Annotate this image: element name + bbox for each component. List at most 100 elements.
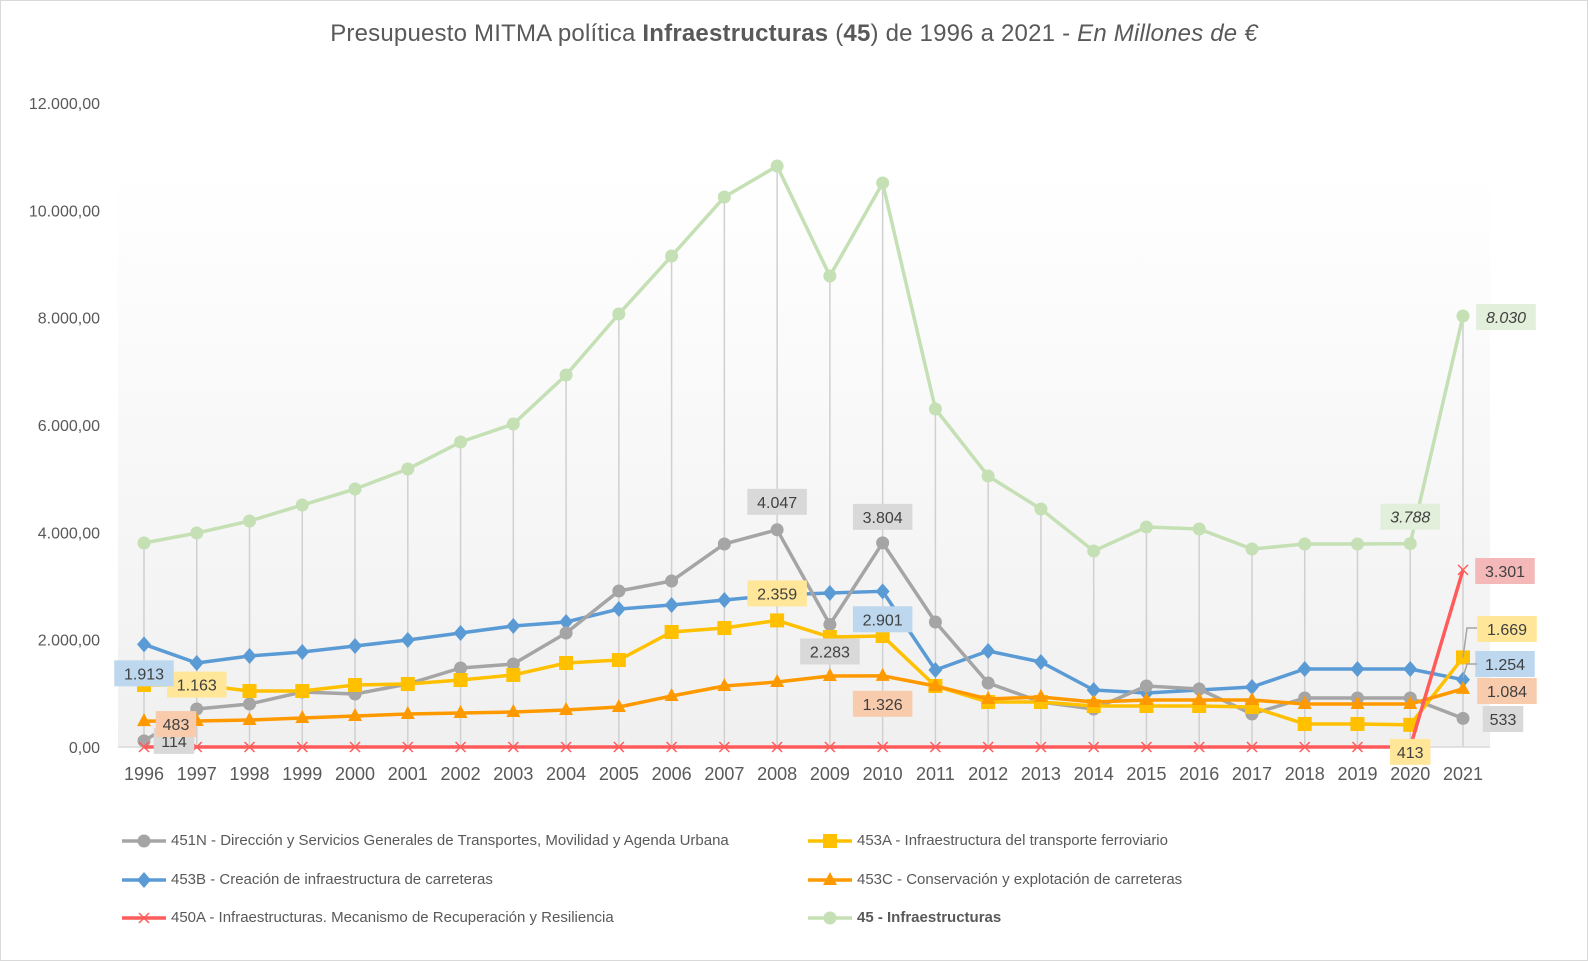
x-tick-label: 2003 (493, 764, 533, 784)
series-line (143, 618, 1465, 727)
data-label-text: 1.254 (1485, 657, 1525, 674)
data-point (1297, 696, 1312, 710)
data-label-text: 2.283 (810, 644, 850, 661)
data-label: 8.030 (1476, 304, 1536, 330)
y-tick-label: 0,00 (69, 740, 100, 757)
data-point (664, 688, 679, 702)
data-point (348, 482, 362, 496)
data-point (506, 667, 521, 682)
data-point (137, 713, 151, 727)
marker-x-stroke (718, 741, 730, 753)
data-point (718, 741, 730, 753)
marker-x-stroke (1246, 741, 1258, 753)
data-label-text: 1.913 (124, 666, 164, 683)
data-point (1456, 711, 1470, 725)
data-point (981, 469, 995, 483)
data-point (1403, 537, 1417, 551)
data-point (242, 712, 257, 726)
x-tick-label: 2016 (1179, 764, 1219, 784)
marker-x-stroke (877, 741, 889, 753)
data-label-text: 413 (1397, 745, 1424, 762)
y-tick-label: 2.000,00 (38, 633, 100, 650)
title-text: ( (828, 20, 844, 47)
data-point (296, 741, 308, 753)
data-point (1193, 741, 1205, 753)
x-tick-label: 2005 (599, 764, 639, 784)
y-tick-label: 4.000,00 (38, 525, 100, 542)
marker-x-stroke (1035, 741, 1047, 753)
title-text: ) de 1996 a 2021 - (870, 20, 1078, 47)
data-point (1192, 522, 1206, 536)
data-point (1139, 679, 1153, 693)
data-point (400, 631, 415, 648)
data-point (717, 190, 731, 204)
data-point (1456, 309, 1470, 323)
data-point (717, 621, 732, 636)
data-point (1298, 537, 1312, 551)
data-point (242, 647, 257, 664)
data-point (506, 617, 521, 634)
marker-x-stroke (824, 741, 836, 753)
data-point (243, 697, 257, 711)
data-point (928, 402, 942, 416)
data-point (560, 741, 572, 753)
data-point (665, 249, 679, 263)
data-point (1351, 741, 1364, 753)
data-point (1244, 691, 1259, 705)
data-point (1033, 653, 1048, 670)
data-point (1244, 679, 1259, 696)
data-point (559, 368, 573, 382)
series-line (143, 164, 1465, 553)
data-point (929, 741, 941, 753)
data-label-text: 1.669 (1487, 622, 1527, 639)
legend-label: 453C - Conservación y explotación de car… (857, 871, 1183, 888)
data-point (822, 585, 837, 602)
data-point (242, 684, 257, 699)
data-point (1350, 661, 1365, 678)
x-tick-label: 2002 (441, 764, 481, 784)
legend-marker-icon (122, 834, 166, 847)
legend-marker-icon (808, 833, 852, 848)
marker-x-stroke (243, 741, 256, 753)
x-tick-label: 2011 (916, 764, 955, 784)
data-label: 1.326 (852, 690, 913, 717)
data-point (453, 673, 468, 688)
data-point (770, 523, 784, 537)
x-tick-label: 2014 (1074, 764, 1114, 784)
data-point (771, 741, 783, 753)
data-point (295, 684, 310, 699)
data-label: 2.359 (747, 580, 807, 607)
data-point (295, 498, 309, 512)
data-point (981, 642, 996, 659)
data-point (876, 176, 890, 190)
data-label-background (1476, 304, 1536, 330)
x-tick-label: 2021 (1443, 764, 1483, 784)
data-point (1457, 564, 1469, 576)
data-point (348, 707, 363, 721)
data-label-background (1475, 651, 1535, 677)
data-point (666, 741, 678, 753)
data-label-text: 3.301 (1485, 564, 1525, 581)
data-point (400, 676, 415, 691)
data-label: 533 (1482, 706, 1524, 732)
data-label-text: 3.788 (1390, 510, 1430, 527)
data-point (455, 741, 467, 753)
x-tick-label: 2000 (335, 764, 375, 784)
data-point (928, 661, 943, 678)
legend-label: 451N - Dirección y Servicios Generales d… (171, 832, 729, 849)
legend-item: 450A - Infraestructuras. Mecanismo de Re… (122, 909, 614, 926)
data-point (824, 741, 836, 753)
data-point (982, 741, 994, 753)
data-point (612, 584, 626, 598)
data-label-text: 4.047 (757, 495, 797, 512)
data-point (401, 462, 415, 476)
data-label-text: 2.901 (863, 612, 903, 629)
data-point (1350, 696, 1365, 710)
data-point (1403, 696, 1418, 710)
legend-marker-icon (808, 911, 852, 924)
legend-marker-icon (122, 871, 166, 888)
data-point (770, 159, 784, 173)
data-label-text: 1.163 (177, 678, 217, 695)
data-point (559, 614, 574, 631)
